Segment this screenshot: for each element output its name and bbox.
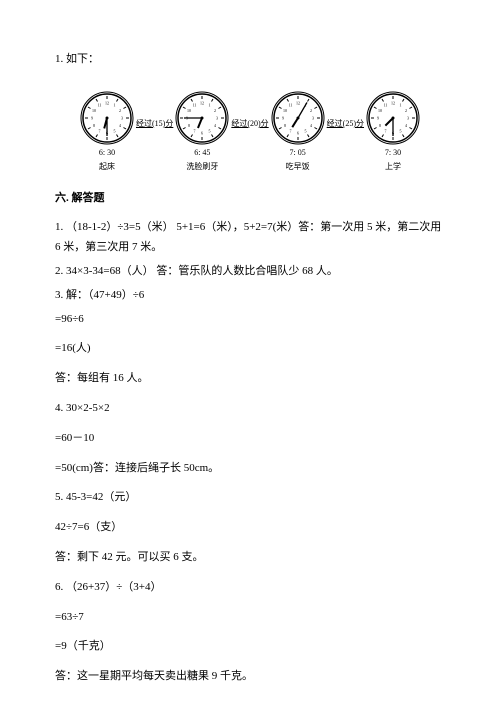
svg-text:9: 9 <box>91 115 93 120</box>
section-title: 六. 解答题 <box>55 189 445 209</box>
svg-text:2: 2 <box>310 108 312 113</box>
svg-text:7: 7 <box>289 128 291 133</box>
page: 1. 如下： 121234567891011 6: 30起床经过(15)分 12… <box>0 0 500 717</box>
svg-text:5: 5 <box>400 128 402 133</box>
svg-text:11: 11 <box>288 102 292 107</box>
svg-text:4: 4 <box>214 123 216 128</box>
svg-text:6: 6 <box>297 130 299 135</box>
clock-time-label: 7: 30 <box>385 146 401 160</box>
svg-text:11: 11 <box>193 102 197 107</box>
answer-4a: 4. 30×2-5×2 <box>55 399 445 419</box>
answer-5a: 5. 45-3=42（元） <box>55 488 445 508</box>
svg-text:12: 12 <box>200 100 204 105</box>
svg-text:10: 10 <box>283 108 287 113</box>
svg-text:3: 3 <box>312 115 314 120</box>
clock-block: 121234567891011 7: 05吃早饭 <box>270 90 326 175</box>
svg-text:10: 10 <box>187 108 191 113</box>
interval-label: 经过(15)分 <box>135 117 174 131</box>
svg-text:4: 4 <box>310 123 312 128</box>
svg-text:3: 3 <box>407 115 409 120</box>
svg-text:1: 1 <box>113 102 115 107</box>
svg-text:7: 7 <box>194 128 196 133</box>
svg-text:8: 8 <box>379 123 381 128</box>
svg-text:3: 3 <box>121 115 123 120</box>
svg-text:9: 9 <box>282 115 284 120</box>
clock-caption: 起床 <box>99 160 115 174</box>
clock-block: 121234567891011 7: 30上学 <box>365 90 421 175</box>
svg-text:12: 12 <box>105 100 109 105</box>
answer-1: 1. （18-1-2）÷3=5（米） 5+1=6（米），5+2=7(米）答：第一… <box>55 218 445 258</box>
answer-3a: 3. 解：（47+49）÷6 <box>55 286 445 306</box>
svg-text:7: 7 <box>98 128 100 133</box>
answer-4b: =60－10 <box>55 429 445 449</box>
clock-time-label: 6: 45 <box>194 146 210 160</box>
svg-text:1: 1 <box>400 102 402 107</box>
clock-time-label: 7: 05 <box>290 146 306 160</box>
clock-block: 121234567891011 6: 45洗脸刷牙 <box>174 90 230 175</box>
answer-6b: =63÷7 <box>55 608 445 628</box>
svg-text:3: 3 <box>216 115 218 120</box>
clock-caption: 上学 <box>385 160 401 174</box>
top-line: 1. 如下： <box>55 50 445 70</box>
svg-text:2: 2 <box>119 108 121 113</box>
clock-caption: 吃早饭 <box>286 160 310 174</box>
answer-6a: 6. （26+37）÷（3+4） <box>55 578 445 598</box>
clock-caption: 洗脸刷牙 <box>186 160 218 174</box>
svg-text:5: 5 <box>113 128 115 133</box>
answer-5c: 答：剩下 42 元。可以买 6 支。 <box>55 548 445 568</box>
svg-text:8: 8 <box>284 123 286 128</box>
answer-2: 2. 34×3-34=68（人） 答：管乐队的人数比合唱队少 68 人。 <box>55 262 445 282</box>
answer-5b: 42÷7=6（支） <box>55 518 445 538</box>
svg-text:2: 2 <box>405 108 407 113</box>
svg-text:4: 4 <box>119 123 121 128</box>
answer-3c: =16(人) <box>55 339 445 359</box>
svg-text:6: 6 <box>201 130 203 135</box>
answer-3b: =96÷6 <box>55 310 445 330</box>
answer-4c: =50(cm)答：连接后绳子长 50cm。 <box>55 459 445 479</box>
clock-time-label: 6: 30 <box>99 146 115 160</box>
answer-3d: 答：每组有 16 人。 <box>55 369 445 389</box>
interval-label: 经过(25)分 <box>326 117 365 131</box>
clock-row: 121234567891011 6: 30起床经过(15)分 121234567… <box>55 90 445 175</box>
svg-text:9: 9 <box>377 115 379 120</box>
svg-text:12: 12 <box>391 100 395 105</box>
svg-text:12: 12 <box>296 100 300 105</box>
svg-text:5: 5 <box>304 128 306 133</box>
svg-text:2: 2 <box>214 108 216 113</box>
svg-text:8: 8 <box>188 123 190 128</box>
svg-text:11: 11 <box>98 102 102 107</box>
svg-text:1: 1 <box>209 102 211 107</box>
svg-text:4: 4 <box>405 123 407 128</box>
answer-6d: 答：这一星期平均每天卖出糖果 9 千克。 <box>55 667 445 687</box>
svg-text:5: 5 <box>209 128 211 133</box>
svg-text:10: 10 <box>92 108 96 113</box>
answer-6c: =9（千克） <box>55 637 445 657</box>
svg-text:7: 7 <box>385 128 387 133</box>
svg-text:10: 10 <box>378 108 382 113</box>
clock-block: 121234567891011 6: 30起床 <box>79 90 135 175</box>
svg-text:8: 8 <box>93 123 95 128</box>
interval-label: 经过(20)分 <box>230 117 269 131</box>
svg-text:11: 11 <box>384 102 388 107</box>
